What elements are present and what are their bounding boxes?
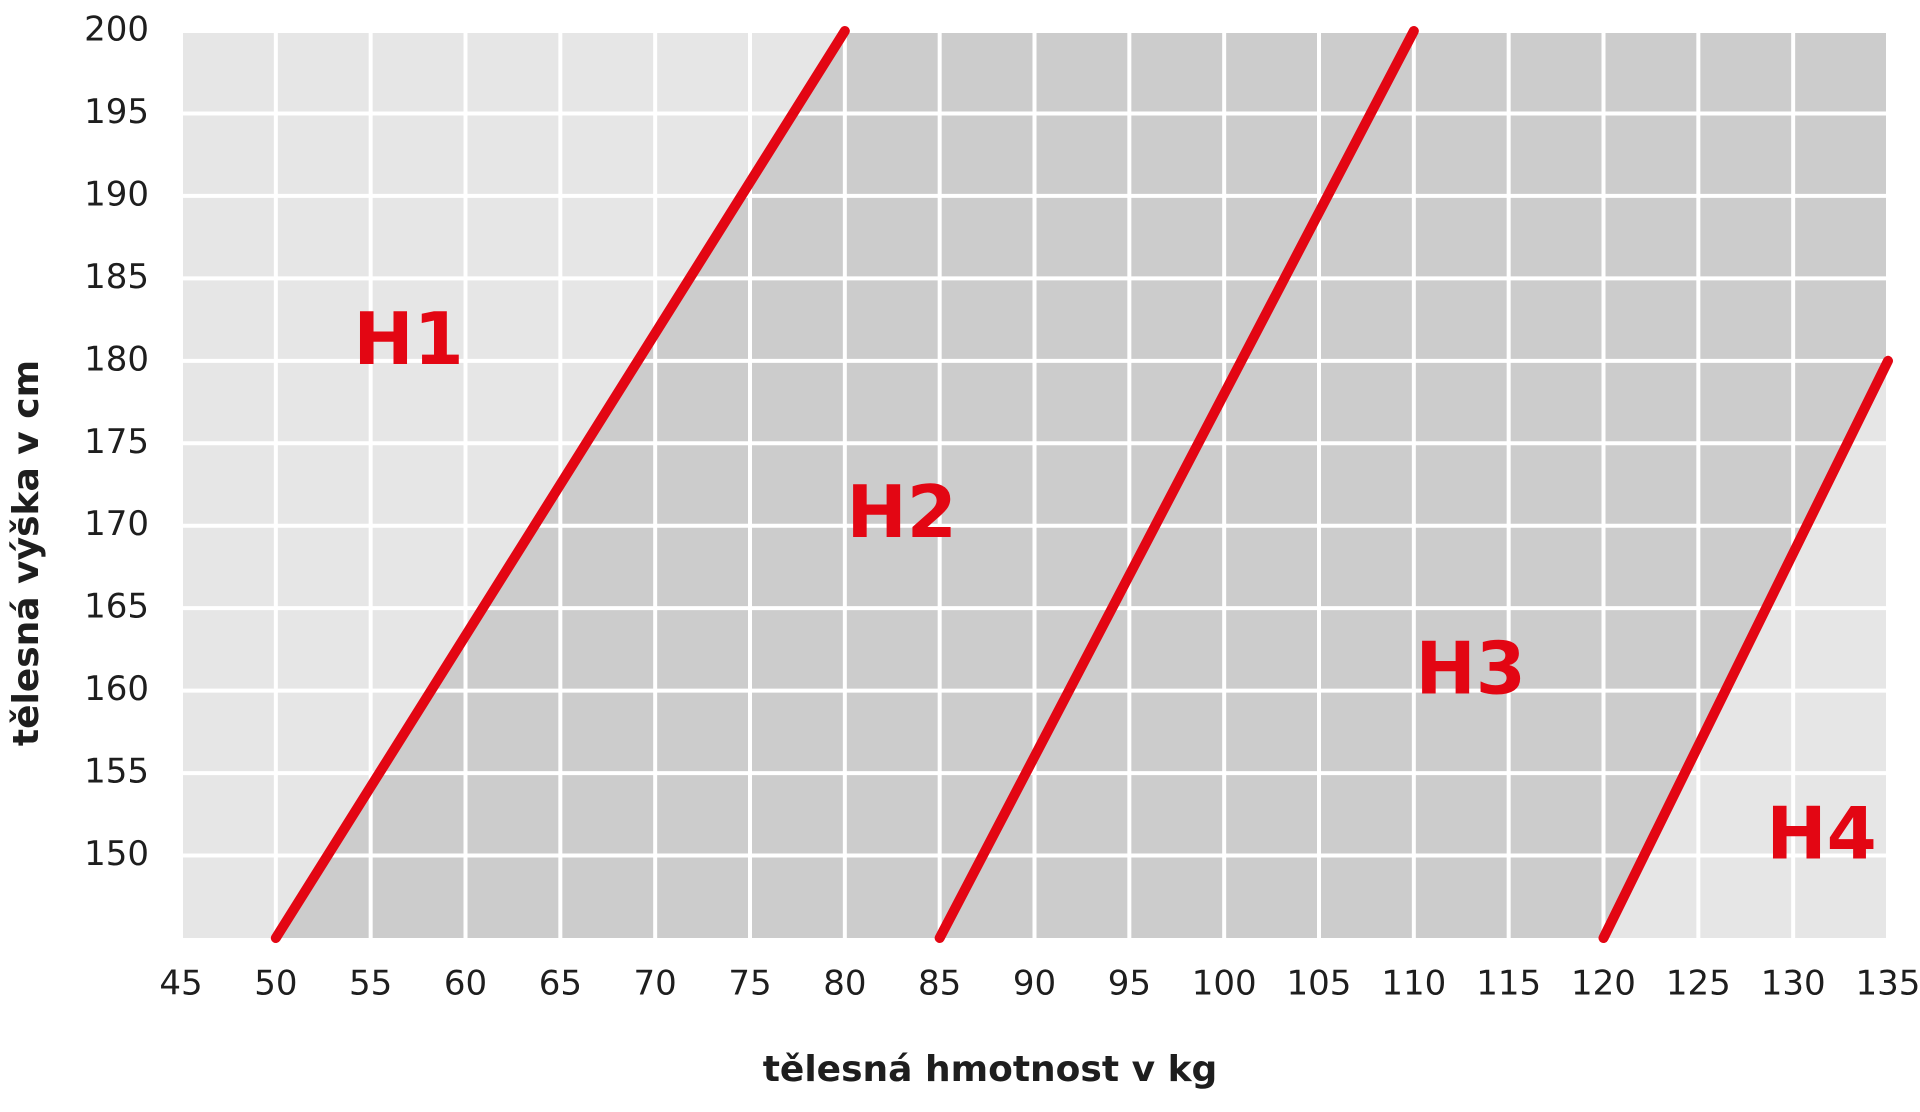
x-tick-label: 45 [159, 964, 202, 1004]
x-axis-title: tělesná hmotnost v kg [763, 1049, 1218, 1090]
y-tick-label: 160 [84, 669, 149, 709]
x-tick-label: 95 [1108, 964, 1151, 1004]
y-axis-title: tělesná výška v cm [6, 360, 47, 746]
y-tick-label: 195 [84, 92, 149, 132]
x-tick-label: 50 [254, 964, 297, 1004]
x-tick-label: 70 [634, 964, 677, 1004]
annotation: H1 [353, 297, 463, 381]
x-tick-label: 135 [1856, 964, 1920, 1004]
y-tick-label: 150 [84, 834, 149, 874]
x-tick-label: 65 [539, 964, 582, 1004]
x-tick-label: 55 [349, 964, 392, 1004]
shaded-region [275, 31, 1888, 938]
y-tick-label: 175 [84, 422, 149, 462]
y-tick-label: 190 [84, 174, 149, 214]
x-tick-label: 115 [1476, 964, 1541, 1004]
x-tick-label: 100 [1192, 964, 1257, 1004]
x-tick-label: 125 [1666, 964, 1731, 1004]
x-tick-label: 120 [1571, 964, 1636, 1004]
x-tick-label: 90 [1013, 964, 1056, 1004]
y-tick-label: 180 [84, 339, 149, 379]
x-tick-label: 105 [1287, 964, 1352, 1004]
x-tick-label: 110 [1381, 964, 1446, 1004]
y-tick-label: 170 [84, 504, 149, 544]
annotation: H3 [1416, 627, 1526, 711]
x-tick-label: 80 [823, 964, 866, 1004]
x-tick-label: 75 [728, 964, 771, 1004]
y-tick-label: 185 [84, 257, 149, 297]
x-tick-label: 60 [444, 964, 487, 1004]
line [934, 26, 1419, 943]
line [1598, 355, 1893, 943]
annotation: H4 [1766, 792, 1876, 876]
line [270, 26, 850, 943]
y-tick-label: 155 [84, 752, 149, 792]
x-tick-label: 130 [1761, 964, 1826, 1004]
x-tick-label: 85 [918, 964, 961, 1004]
annotation: H2 [847, 470, 957, 554]
y-tick-label: 200 [84, 10, 149, 50]
y-tick-label: 165 [84, 587, 149, 627]
